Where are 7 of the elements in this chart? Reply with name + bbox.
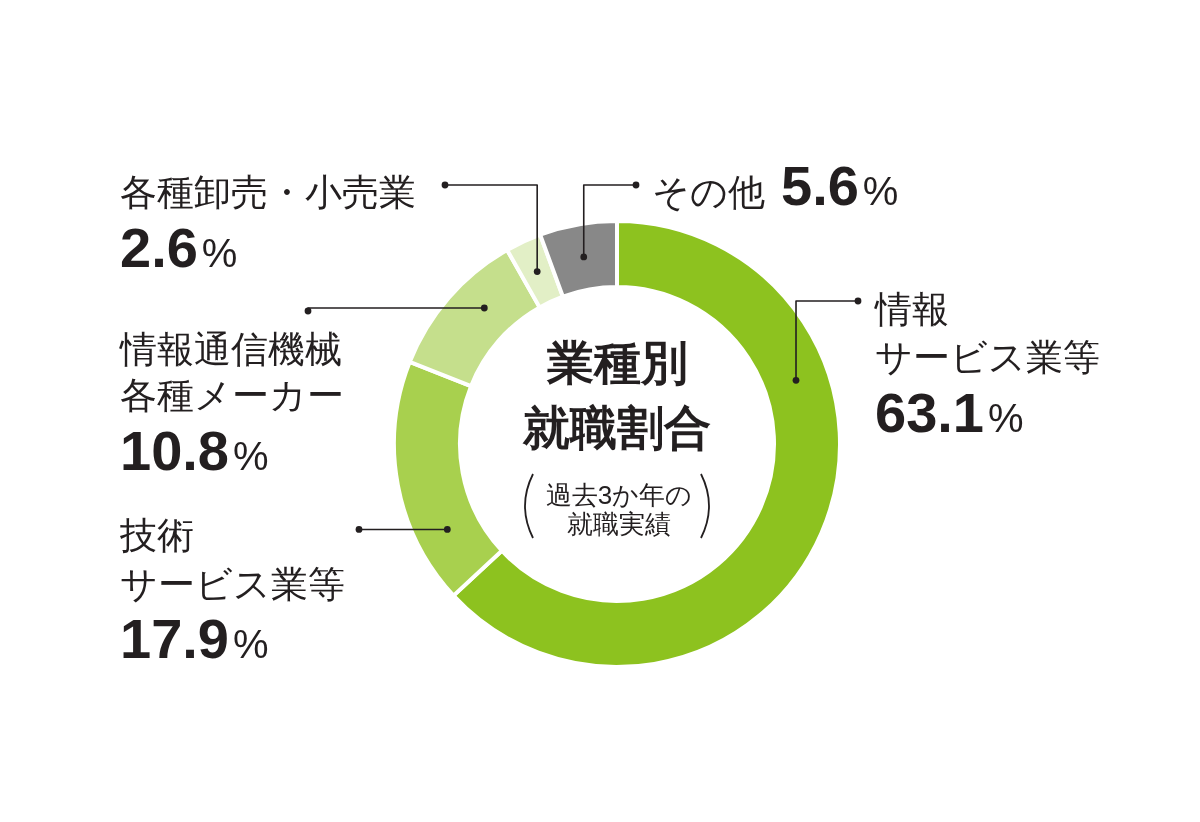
label: その他 5.6% bbox=[652, 154, 899, 217]
label: 各種卸売・小売業 2.6% bbox=[120, 172, 416, 279]
text: 業種別就職割合 bbox=[522, 336, 711, 454]
label: 情報通信機械各種メーカー 10.8% bbox=[120, 329, 344, 482]
label: 技術サービス業等 17.9% bbox=[120, 515, 345, 670]
text: 過去3か年の就職実績 bbox=[545, 480, 693, 539]
label: 情報サービス業等 63.1% bbox=[875, 289, 1100, 444]
